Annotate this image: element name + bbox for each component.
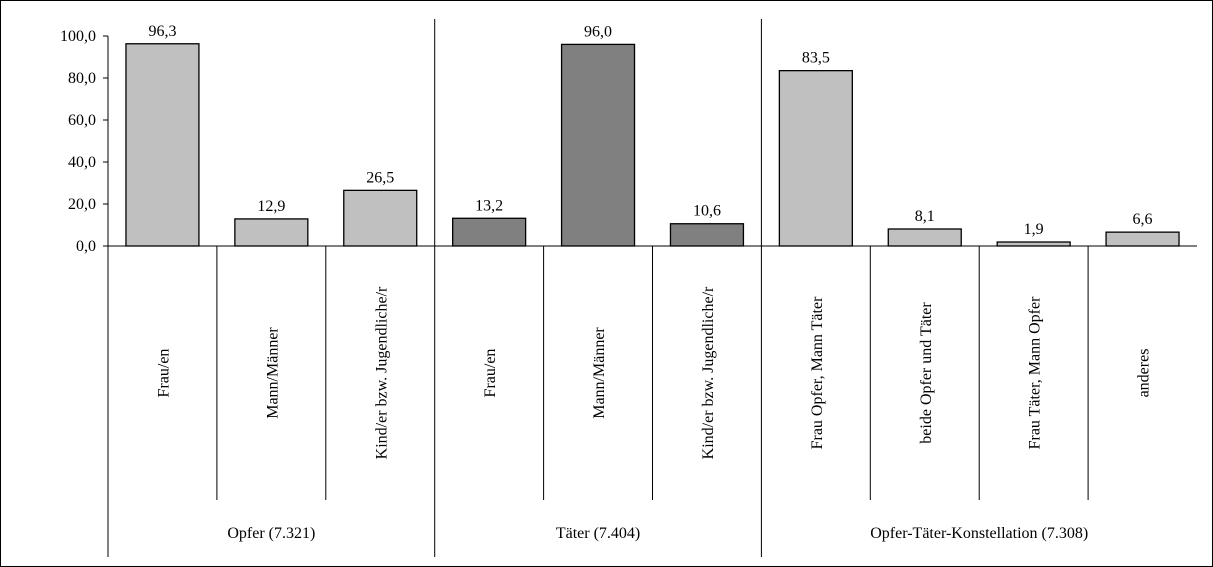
bar (669, 223, 745, 247)
data-label: 1,9 (1024, 221, 1044, 238)
data-label: 83,5 (802, 50, 830, 67)
y-tick-label: 40,0 (68, 154, 96, 171)
data-label: 12,9 (257, 198, 285, 215)
y-tick-label: 0,0 (76, 238, 96, 255)
bar (996, 241, 1071, 247)
bar (234, 218, 309, 247)
y-tick-label: 60,0 (68, 112, 96, 129)
category-label: Kind/er bzw. Jugendliche/r (700, 286, 717, 459)
bar (560, 43, 636, 247)
category-label: Frau/en (155, 349, 172, 398)
data-label: 10,6 (693, 203, 721, 220)
data-label: 96,0 (584, 23, 612, 40)
bar (1105, 231, 1180, 247)
y-tick-label: 100,0 (60, 28, 96, 45)
category-label: Kind/er bzw. Jugendliche/r (373, 286, 390, 459)
category-label: Frau Opfer, Mann Täter (809, 296, 826, 449)
data-label: 6,6 (1133, 211, 1153, 228)
y-tick-label: 20,0 (68, 196, 96, 213)
category-label: beide Opfer und Täter (918, 302, 935, 444)
y-tick-label: 80,0 (68, 70, 96, 87)
data-label: 96,3 (148, 23, 176, 40)
data-label: 26,5 (366, 169, 394, 186)
group-label: Opfer-Täter-Konstellation (7.308) (870, 525, 1088, 542)
data-label: 13,2 (475, 197, 503, 214)
data-label: 8,1 (915, 208, 935, 225)
category-label: anderes (1136, 349, 1153, 398)
category-label: Mann/Männer (264, 327, 281, 419)
category-label: Frau Täter, Mann Opfer (1027, 296, 1044, 449)
group-label: Täter (7.404) (556, 525, 640, 542)
category-label: Frau/en (482, 349, 499, 398)
group-label: Opfer (7.321) (227, 525, 315, 542)
bar (452, 217, 527, 247)
bar (887, 228, 962, 247)
category-label: Mann/Männer (591, 327, 608, 419)
bar (125, 43, 200, 247)
bar (778, 70, 853, 247)
bar (343, 189, 418, 247)
